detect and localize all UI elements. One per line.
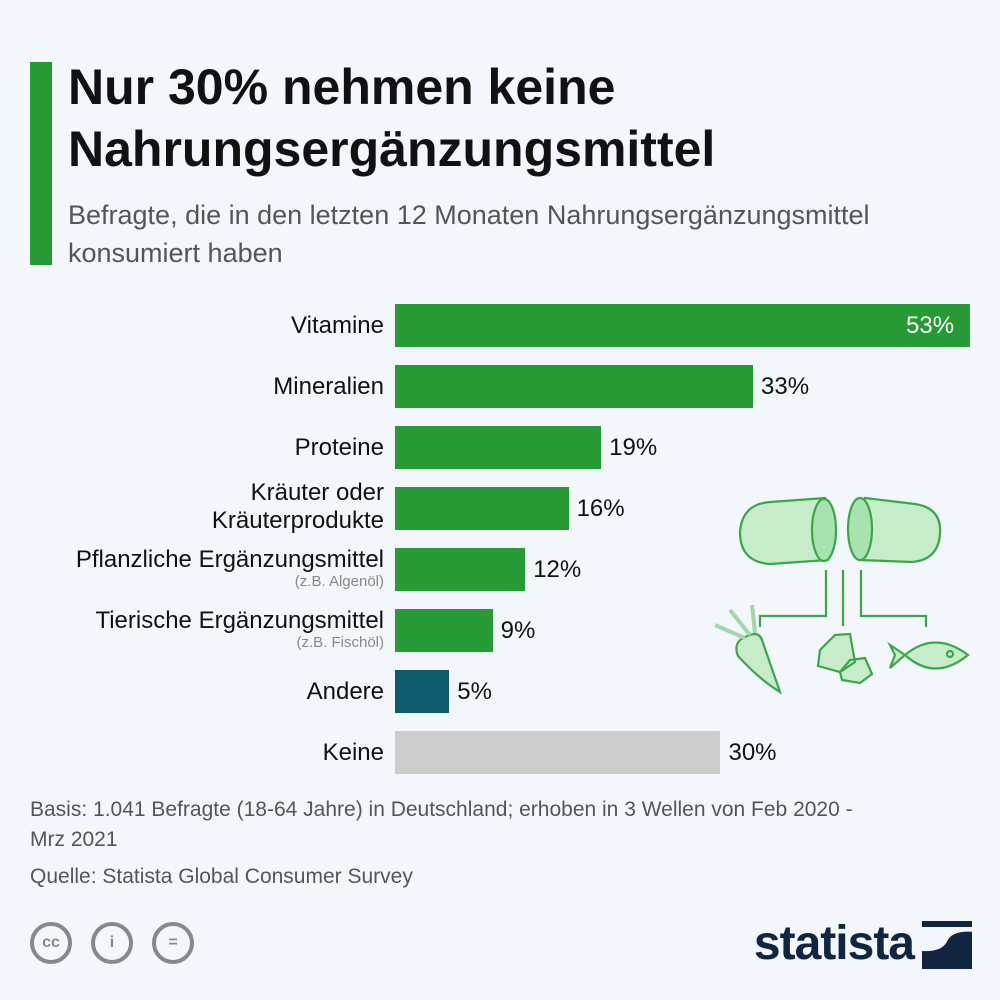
stone-icon <box>816 632 874 685</box>
category-name: Pflanzliche Ergänzungsmittel <box>75 546 384 573</box>
category-label: Proteine <box>295 434 384 462</box>
nd-icon[interactable]: = <box>152 922 194 964</box>
bar <box>395 548 526 591</box>
value-label: 12% <box>533 556 582 583</box>
value-label: 5% <box>457 678 492 705</box>
supplements-illustration <box>714 496 970 695</box>
category-label: Pflanzliche Ergänzungsmittel (z.B. Algenö… <box>76 546 384 590</box>
bar <box>395 609 493 652</box>
category-label: Vitamine <box>291 312 384 340</box>
category-name: Mineralien <box>273 373 384 400</box>
by-icon[interactable]: i <box>91 922 133 964</box>
category-name: Andere <box>306 678 384 705</box>
category-name: Proteine <box>294 434 384 461</box>
subtitle: Befragte, die in den letzten 12 Monaten … <box>68 200 870 268</box>
statista-logo-mark-icon <box>922 921 972 969</box>
value-label: 16% <box>576 495 625 522</box>
bar-chart: Vitamine 53% Mineralien 33% Proteine 19% Kräut… <box>0 0 1000 774</box>
value-label: 19% <box>609 434 658 461</box>
category-label: Tierische Ergänzungsmittel (z.B. Fischöl) <box>95 607 384 651</box>
basis-note: Basis: 1.041 Befragte (18-64 Jahre) in D… <box>30 798 853 851</box>
category-name: Keine <box>322 739 384 766</box>
category-note: (z.B. Algenöl) <box>294 573 384 590</box>
source-note: Quelle: Statista Global Consumer Survey <box>30 865 413 888</box>
bar <box>395 487 569 530</box>
category-label: Kräuter oder Kräuterprodukte <box>144 479 384 535</box>
value-label: 9% <box>500 617 536 644</box>
cc-icon[interactable]: cc <box>30 922 72 964</box>
value-label: 53% <box>906 312 955 339</box>
category-label: Mineralien <box>273 373 384 401</box>
bar <box>395 365 754 408</box>
bar <box>395 670 450 713</box>
category-label: Andere <box>307 678 384 706</box>
value-label: 33% <box>761 373 810 400</box>
category-note: (z.B. Fischöl) <box>296 634 384 651</box>
carrot-icon <box>735 632 783 695</box>
statista-logo[interactable]: statista <box>753 917 915 970</box>
category-name: Tierische Ergänzungsmittel <box>95 607 384 634</box>
fish-icon <box>887 641 970 670</box>
accent-bar <box>30 62 52 265</box>
category-label: Keine <box>323 739 384 767</box>
bar <box>395 426 602 469</box>
page-title: Nur 30% nehmen keine Nahrungsergänzungsm… <box>68 59 716 177</box>
bar <box>395 304 970 347</box>
category-name: Vitamine <box>291 312 384 339</box>
value-label: 30% <box>728 739 777 766</box>
bar <box>395 731 721 774</box>
category-name: Kräuter oder Kräuterprodukte <box>211 479 384 534</box>
